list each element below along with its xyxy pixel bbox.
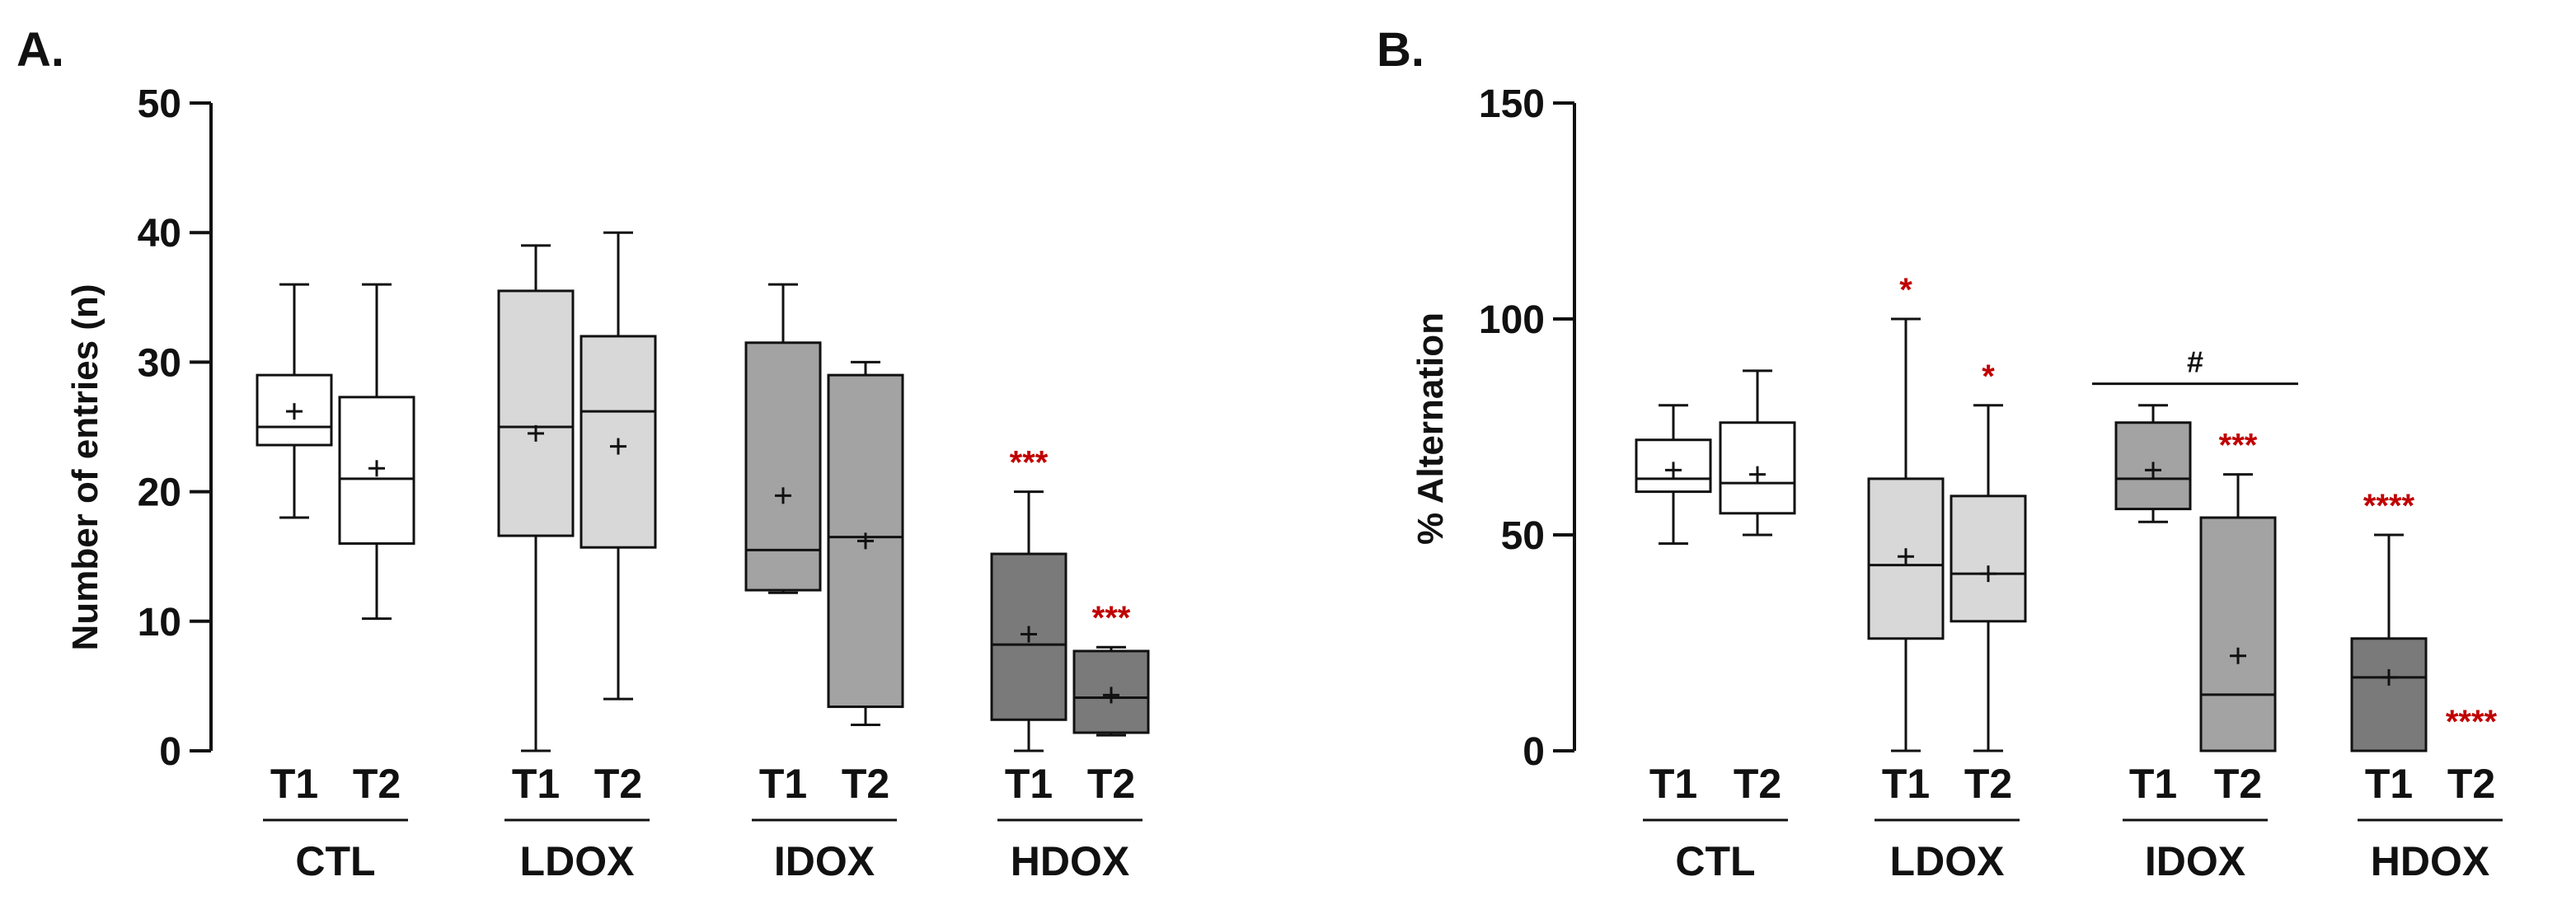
y-tick-label: 100 <box>1479 298 1545 342</box>
y-tick-label: 30 <box>138 341 181 385</box>
group-label: CTL <box>1675 838 1755 884</box>
trial-label: T2 <box>2447 761 2495 807</box>
box-idox-t1 <box>744 283 822 594</box>
panel-a-label: A. <box>16 23 64 77</box>
y-tick-label: 50 <box>138 82 181 126</box>
panel-a-ylabel: Number of entries (n) <box>65 284 106 651</box>
trial-label: T1 <box>759 761 807 807</box>
y-tick-label: 50 <box>1501 514 1545 558</box>
box-iqr <box>1950 495 2027 623</box>
trial-label: T2 <box>842 761 889 807</box>
y-tick-label: 20 <box>138 471 181 515</box>
panel-b-plot: 0 50 100 150 T1 T2 * T1 * T2 T1 *** T2 **** T1 **** T2 CT… <box>1479 82 2503 884</box>
trial-label: T1 <box>1005 761 1053 807</box>
box-ctl-t1 <box>256 283 333 519</box>
box-ctl-t2 <box>1719 369 1796 537</box>
box-hdox-t2: *** <box>1072 600 1150 737</box>
trial-label: T1 <box>1649 761 1697 807</box>
trial-label: T2 <box>1964 761 2012 807</box>
box-hdox-t1: *** <box>990 445 1067 752</box>
box-ctl-t2 <box>338 283 415 621</box>
bracket-label: # <box>2187 345 2203 379</box>
y-tick-label: 40 <box>138 212 181 255</box>
significance-marker: * <box>1982 359 1995 395</box>
box-ldox-t2: * <box>1950 359 2027 752</box>
trial-label: T2 <box>2214 761 2262 807</box>
y-tick-label: 10 <box>138 601 181 645</box>
group-label: CTL <box>295 838 375 884</box>
trial-label: T2 <box>1734 761 1781 807</box>
box-ldox-t1: * <box>1867 272 1945 752</box>
box-ldox-t2 <box>579 231 657 701</box>
y-tick-label: 150 <box>1479 82 1545 126</box>
box-iqr <box>744 341 822 592</box>
trial-label: T2 <box>353 761 401 807</box>
box-iqr <box>497 289 575 537</box>
significance-marker: **** <box>2363 488 2415 524</box>
trial-label: T2 <box>594 761 642 807</box>
trial-label: T1 <box>270 761 318 807</box>
group-label: LDOX <box>520 838 635 884</box>
box-hdox-t1: **** <box>2350 488 2428 752</box>
box-iqr <box>2199 516 2277 752</box>
trial-label: T1 <box>2365 761 2413 807</box>
group-label: IDOX <box>774 838 875 884</box>
box-hdox-t2: **** <box>2446 704 2498 740</box>
significance-marker: **** <box>2446 704 2498 740</box>
box-idox-t2: *** <box>2199 428 2277 752</box>
trial-label: T1 <box>1882 761 1930 807</box>
trial-label: T1 <box>512 761 560 807</box>
group-label: HDOX <box>1011 838 1129 884</box>
box-ctl-t1 <box>1635 404 1712 545</box>
trial-label: T2 <box>1087 761 1135 807</box>
box-idox-t1 <box>2114 404 2192 523</box>
group-label: LDOX <box>1890 838 2005 884</box>
group-label: HDOX <box>2371 838 2489 884</box>
panel-b-label: B. <box>1377 23 1424 77</box>
group-label: IDOX <box>2145 838 2245 884</box>
box-iqr <box>2350 637 2428 752</box>
significance-marker: * <box>1899 272 1912 308</box>
trial-label: T1 <box>2129 761 2177 807</box>
significance-marker: *** <box>1010 445 1049 481</box>
significance-marker: *** <box>2219 428 2258 464</box>
panel-b-ylabel: % Alternation <box>1410 312 1451 545</box>
significance-marker: *** <box>1092 600 1131 636</box>
box-idox-t2 <box>827 360 904 727</box>
y-tick-label: 0 <box>159 730 181 774</box>
panel-a-plot: 0 10 20 30 40 50 T1 T2 T1 T2 T1 T2 *** T1 *** T2 CTL LDOX… <box>138 82 1150 884</box>
box-ldox-t1 <box>497 244 575 752</box>
y-tick-label: 0 <box>1523 730 1545 774</box>
